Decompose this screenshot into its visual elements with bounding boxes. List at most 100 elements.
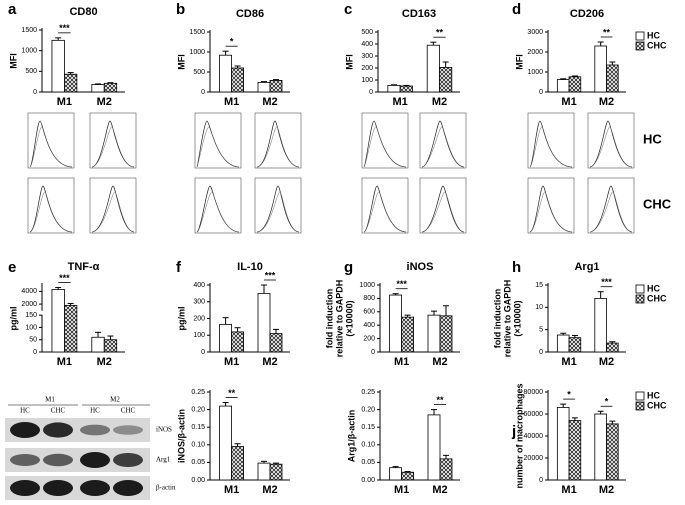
bar <box>387 85 401 93</box>
error-bar <box>442 61 449 68</box>
error-bar <box>571 417 578 421</box>
error-bar <box>431 409 437 415</box>
flow-curve <box>421 185 465 233</box>
x-tick-label: M1 <box>394 484 409 496</box>
y-tick-label: 80000 <box>524 389 544 396</box>
y-axis-label: (×10000) <box>344 300 354 336</box>
flow-curve <box>589 126 633 168</box>
y-axis-label: iNOS/β-actin <box>176 409 186 463</box>
bar <box>103 339 118 353</box>
y-tick-label: 0.05 <box>191 459 205 466</box>
error-bar <box>107 82 114 84</box>
x-tick-label: M1 <box>392 96 407 108</box>
y-tick-label: 1000 <box>527 69 543 76</box>
y-axis-label: fold induction <box>324 289 334 348</box>
y-tick-label: 600 <box>363 309 375 316</box>
y-axis-label: MFI <box>8 53 18 69</box>
error-bar <box>234 65 241 68</box>
x-tick-label: M2 <box>599 484 614 496</box>
blot-band-label: iNOS <box>156 426 172 434</box>
y-tick-label: 3000 <box>527 29 543 36</box>
blot-lane: HC <box>90 407 100 415</box>
y-tick-label: 0.05 <box>361 459 375 466</box>
x-tick-label: M2 <box>97 356 112 368</box>
flow-curve <box>589 191 633 233</box>
flow-box <box>419 177 467 234</box>
panel-letter: a <box>8 1 17 18</box>
flow-box <box>527 112 575 169</box>
chart-title: TNF-α <box>68 261 100 273</box>
legend-swatch <box>635 31 645 41</box>
bar <box>219 54 233 93</box>
bar <box>257 82 271 93</box>
bar <box>231 331 245 353</box>
error-bar <box>609 61 616 65</box>
error-bar <box>443 454 449 459</box>
flow-curve <box>196 126 240 168</box>
bar <box>64 304 78 353</box>
y-tick-label: 0.15 <box>361 424 375 431</box>
blot-band <box>43 480 73 496</box>
y-axis-label: Arg1/β-actin <box>346 410 356 463</box>
blot-lane: HC <box>20 407 30 415</box>
error-bar <box>571 75 578 77</box>
error-bar <box>261 81 267 83</box>
y-tick-label: 300 <box>193 299 205 306</box>
blot-band <box>80 480 110 496</box>
x-tick-label: M1 <box>561 484 576 496</box>
flow-box <box>361 112 409 169</box>
y-tick-label: 10 <box>535 304 543 311</box>
x-tick-label: M2 <box>262 356 277 368</box>
error-bar <box>560 78 567 80</box>
error-bar <box>273 328 279 334</box>
flow-curve <box>29 126 73 168</box>
panel-letter: h <box>512 259 521 276</box>
y-tick-label: 0.25 <box>361 389 375 396</box>
y-tick-label: 200 <box>361 65 373 72</box>
bar <box>91 336 105 353</box>
error-bar <box>597 291 604 299</box>
error-bar <box>67 72 74 75</box>
error-bar <box>404 314 411 318</box>
error-bar <box>234 443 241 447</box>
error-bar <box>430 41 437 46</box>
bar <box>103 82 118 93</box>
y-axis-label: pg/ml <box>176 307 186 331</box>
flow-box <box>587 177 635 234</box>
bar <box>257 292 271 353</box>
flow-curve <box>91 120 135 168</box>
error-bar <box>95 331 102 338</box>
panel-letter: c <box>344 1 352 18</box>
flow-curve <box>91 191 135 233</box>
blot-lane: CHC <box>51 407 66 415</box>
blot-band-label: Arg1 <box>156 456 171 464</box>
flow-curve <box>91 185 135 233</box>
legend-swatch <box>635 294 645 304</box>
y-tick-label: 2000 <box>527 49 543 56</box>
significance-label: *** <box>601 277 612 287</box>
y-tick-label: 1000 <box>21 48 37 55</box>
error-bar <box>261 284 267 294</box>
y-tick-label: 40000 <box>524 433 544 440</box>
y-tick-label: 500 <box>193 69 205 76</box>
error-bar <box>392 293 399 296</box>
significance-label: * <box>567 389 571 399</box>
y-tick-label: 60000 <box>524 411 544 418</box>
x-tick-label: M2 <box>432 356 447 368</box>
flow-curve <box>589 185 633 233</box>
y-tick-label: 4000 <box>21 288 37 295</box>
y-tick-label: 500 <box>361 29 373 36</box>
flow-row-label: CHC <box>643 196 672 211</box>
y-tick-label: 400 <box>361 41 373 48</box>
y-axis-label: relative to GAPDH <box>334 280 344 358</box>
y-tick-label: 100 <box>25 324 37 331</box>
y-tick-label: 100 <box>361 77 373 84</box>
blot-band <box>113 480 143 496</box>
error-bar <box>597 41 604 46</box>
significance-label: * <box>230 37 234 47</box>
panel-letter: g <box>344 259 353 276</box>
y-tick-label: 0 <box>539 477 543 484</box>
y-tick-label: 15 <box>535 282 543 289</box>
chart-title: IL-10 <box>237 261 263 273</box>
y-tick-label: 800 <box>363 295 375 302</box>
